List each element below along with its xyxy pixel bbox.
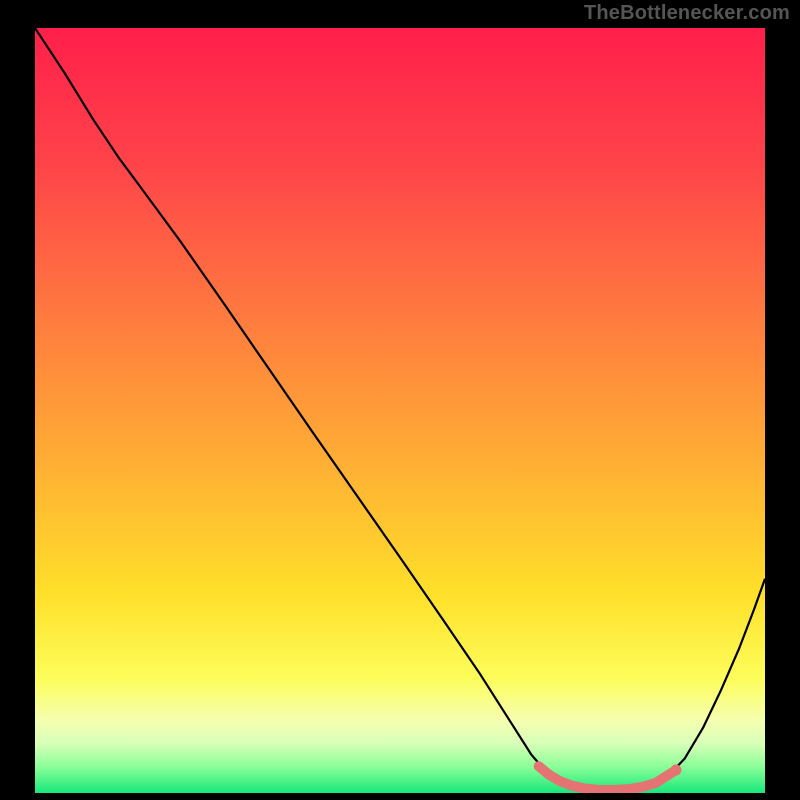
bottleneck-chart <box>0 0 800 800</box>
gradient-background <box>35 28 765 793</box>
trough-marker-dot <box>670 765 681 776</box>
chart-frame: TheBottlenecker.com <box>0 0 800 800</box>
